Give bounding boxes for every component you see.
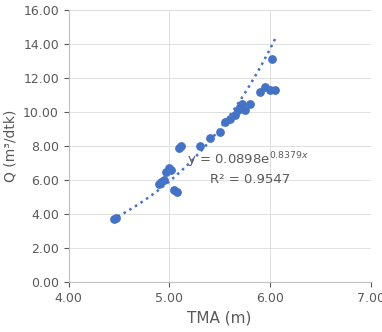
- Point: [166, 166, 172, 171]
- Point: [168, 167, 175, 173]
- Point: [171, 188, 177, 193]
- Point: [163, 169, 169, 174]
- Point: [207, 135, 213, 140]
- Point: [257, 89, 263, 94]
- Point: [161, 177, 167, 183]
- Point: [239, 101, 245, 106]
- Point: [242, 108, 248, 113]
- Point: [111, 216, 117, 222]
- Point: [272, 87, 278, 93]
- Point: [158, 179, 164, 185]
- Point: [237, 104, 243, 110]
- Point: [156, 181, 162, 186]
- X-axis label: TMA (m): TMA (m): [188, 310, 252, 325]
- Point: [231, 113, 238, 118]
- Point: [113, 215, 119, 220]
- Point: [217, 130, 223, 135]
- Point: [267, 87, 273, 93]
- Point: [196, 143, 202, 149]
- Point: [262, 84, 268, 89]
- Point: [247, 101, 253, 106]
- Point: [269, 57, 275, 62]
- Point: [227, 116, 233, 122]
- Text: R² = 0.9547: R² = 0.9547: [210, 173, 290, 186]
- Point: [178, 143, 185, 149]
- Point: [235, 108, 241, 113]
- Point: [176, 145, 183, 150]
- Point: [222, 120, 228, 125]
- Y-axis label: Q (m³/dtk): Q (m³/dtk): [3, 110, 18, 182]
- Text: y = 0.0898e$^{0.8379x}$: y = 0.0898e$^{0.8379x}$: [188, 151, 309, 171]
- Point: [174, 189, 180, 195]
